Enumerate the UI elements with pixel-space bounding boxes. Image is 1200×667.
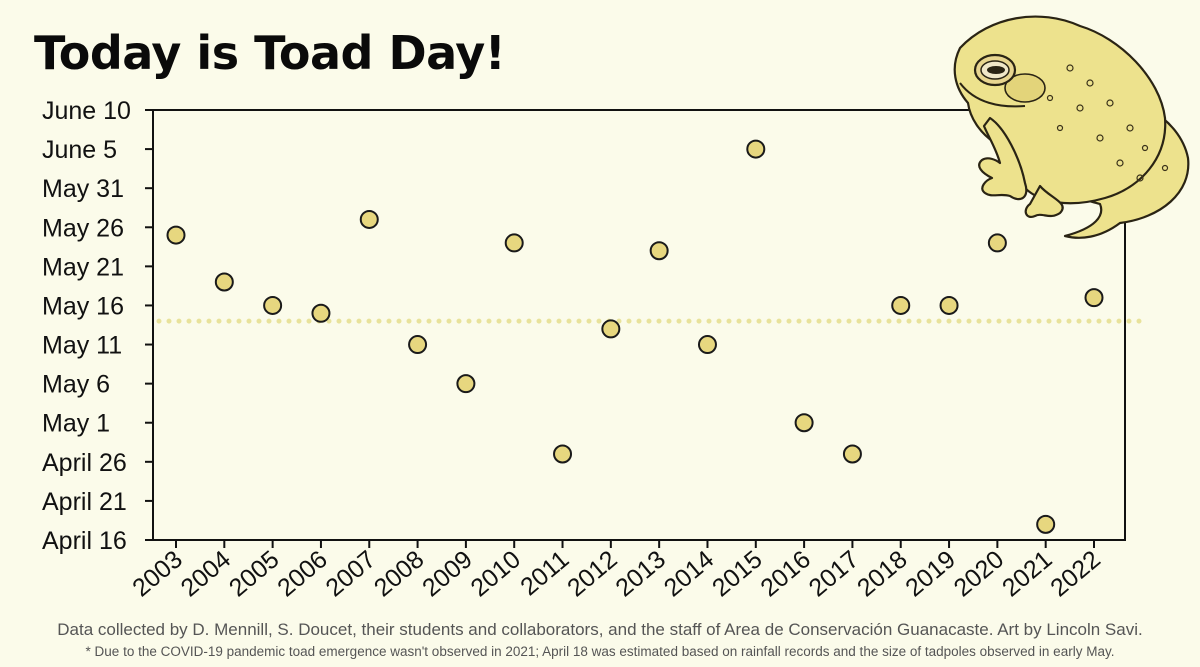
data-point-2016 [794, 413, 814, 433]
data-point-2003 [166, 225, 186, 245]
data-point-2020 [987, 233, 1007, 253]
x-tick-label: 2005 [224, 545, 285, 602]
x-tick-label: 2003 [127, 545, 188, 602]
x-tick-label: 2014 [659, 545, 720, 602]
x-tick-label: 2018 [852, 545, 913, 602]
x-tick-label: 2006 [272, 545, 333, 602]
y-tick-label: June 10 [42, 97, 131, 125]
x-tick-label: 2020 [949, 545, 1010, 602]
x-tick-label: 2012 [562, 545, 623, 602]
data-point-2014 [697, 335, 717, 355]
plot-frame [152, 109, 1126, 541]
y-tick-label: April 16 [42, 527, 127, 555]
y-tick-label: May 11 [42, 332, 122, 360]
data-point-2008 [408, 335, 428, 355]
chart-title: Today is Toad Day! [34, 26, 506, 80]
data-point-2004 [214, 272, 234, 292]
footnote-text: * Due to the COVID-19 pandemic toad emer… [85, 644, 1115, 659]
y-tick-label: May 1 [42, 410, 110, 438]
x-tick-label: 2015 [707, 545, 768, 602]
y-tick-label: May 21 [42, 253, 124, 281]
data-point-2017 [842, 444, 862, 464]
x-tick-label: 2009 [417, 545, 478, 602]
x-tick-label: 2017 [804, 545, 865, 602]
emergence-scatter-chart: April 16 April 21 April 26 May 1 May 6 May 11… [42, 97, 1146, 602]
x-tick-label: 2019 [900, 545, 961, 602]
x-tick-label: 2004 [176, 545, 237, 602]
x-tick-label: 2007 [321, 545, 382, 602]
data-point-2013 [649, 241, 669, 261]
x-tick-label: 2022 [1045, 545, 1106, 602]
credit-text: Data collected by D. Mennill, S. Doucet,… [57, 620, 1143, 639]
y-tick-label: May 6 [42, 371, 110, 399]
data-point-2019 [939, 295, 959, 315]
y-tick-label: May 31 [42, 175, 124, 203]
data-point-2021 [1036, 514, 1056, 534]
x-tick-label: 2016 [755, 545, 816, 602]
data-point-2012 [601, 319, 621, 339]
y-tick-label: May 16 [42, 292, 124, 320]
y-tick-label: May 26 [42, 214, 124, 242]
data-point-2018 [891, 295, 911, 315]
y-tick-label: June 5 [42, 136, 117, 164]
data-point-2006 [311, 303, 331, 323]
data-point-2015 [746, 139, 766, 159]
data-point-2009 [456, 374, 476, 394]
x-tick-label: 2013 [610, 545, 671, 602]
toad-illustration [953, 15, 1190, 239]
x-tick-label: 2010 [465, 545, 526, 602]
data-point-2005 [263, 295, 283, 315]
x-tick-label: 2011 [515, 545, 574, 601]
y-tick-label: April 26 [42, 449, 127, 477]
data-point-2007 [359, 209, 379, 229]
x-tick-label: 2008 [369, 545, 430, 602]
y-tick-label: April 21 [42, 488, 127, 516]
data-point-2010 [504, 233, 524, 253]
data-point-2011 [553, 444, 573, 464]
data-point-2022 [1084, 288, 1104, 308]
x-tick-label: 2021 [997, 545, 1058, 602]
